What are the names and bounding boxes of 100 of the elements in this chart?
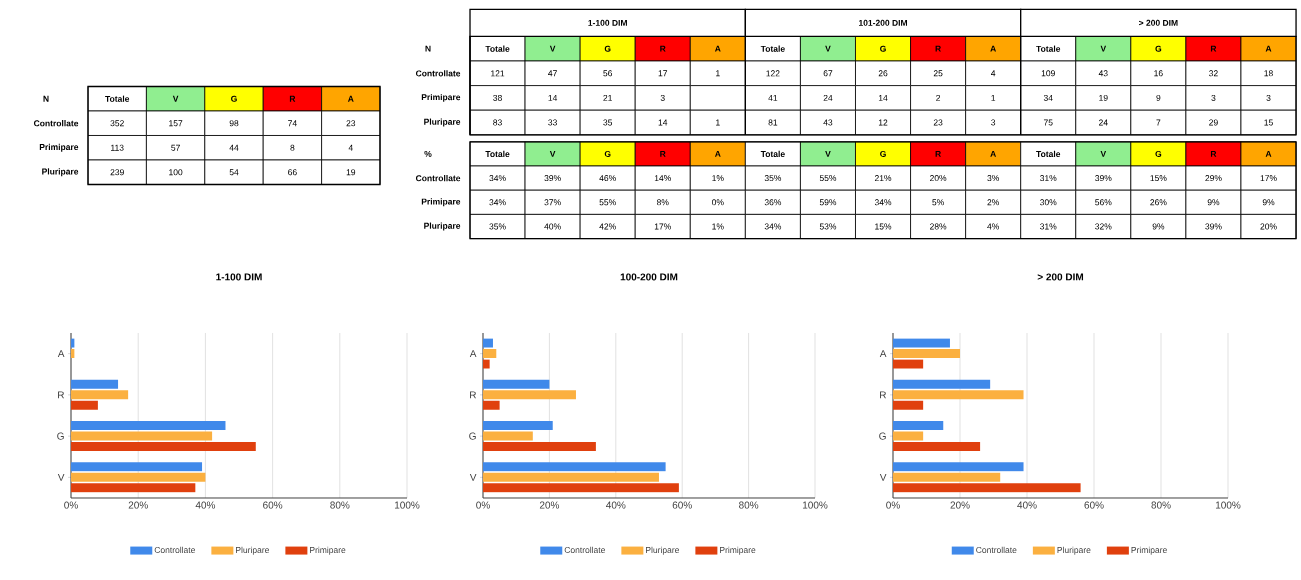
data-label: 26% xyxy=(1150,199,1167,206)
x-tick-label: Totale xyxy=(1036,45,1061,52)
data-label: 40% xyxy=(544,223,561,230)
y-tick-label: Controllate xyxy=(33,120,79,127)
x-tick-label: G xyxy=(231,95,237,102)
data-label: 54 xyxy=(229,169,239,176)
data-label: 24 xyxy=(1099,119,1108,126)
bar xyxy=(893,390,1024,400)
y-tick-label: Pluripare xyxy=(42,168,79,177)
bar xyxy=(71,421,226,431)
data-label: 14 xyxy=(658,119,668,126)
data-label: 35% xyxy=(489,223,506,230)
x-tick-label: 40% xyxy=(1017,501,1037,509)
bar xyxy=(893,400,924,410)
data-label: 14 xyxy=(878,94,888,101)
data-label: 32% xyxy=(1095,223,1112,230)
x-tick-label: 0% xyxy=(476,501,490,509)
data-label: 23 xyxy=(933,119,943,126)
data-label: 56 xyxy=(603,70,613,77)
x-tick-label: R xyxy=(289,95,296,102)
data-label: 17% xyxy=(1260,175,1277,182)
y-axis-title: N xyxy=(43,95,49,102)
x-tick-label: 80% xyxy=(1151,501,1171,509)
bar xyxy=(71,472,206,482)
legend-label: Controllate xyxy=(154,546,195,553)
x-tick-label: Totale xyxy=(485,150,510,158)
data-label: 19 xyxy=(346,169,356,176)
bar xyxy=(893,431,924,441)
x-tick-label: 0% xyxy=(886,501,900,509)
data-label: 67 xyxy=(823,70,833,77)
data-label: 66 xyxy=(288,169,297,176)
legend-label: Primipare xyxy=(310,546,346,555)
bar xyxy=(893,421,944,431)
data-label: 34 xyxy=(1043,94,1053,101)
data-label: 24 xyxy=(823,94,833,101)
bar xyxy=(71,390,129,400)
chart-title: 1-100 DIM xyxy=(216,273,262,281)
x-tick-label: V xyxy=(825,45,831,52)
data-label: 43 xyxy=(1098,70,1108,77)
data-label: 8% xyxy=(656,199,669,206)
y-tick-label: V xyxy=(879,473,887,481)
data-label: 31% xyxy=(1040,175,1057,182)
data-label: 75 xyxy=(1043,119,1053,126)
data-label: 26 xyxy=(878,70,888,77)
x-tick-label: Totale xyxy=(760,150,785,158)
y-tick-label: Primipare xyxy=(39,143,79,152)
bar xyxy=(893,379,991,389)
y-tick-label: V xyxy=(57,473,65,481)
data-label: 33 xyxy=(548,119,557,126)
data-label: 39% xyxy=(1095,175,1112,182)
data-label: 47 xyxy=(548,70,557,77)
x-tick-label: R xyxy=(935,150,941,157)
y-tick-label: G xyxy=(469,432,476,440)
y-tick-label: A xyxy=(469,350,477,358)
bar xyxy=(483,421,553,431)
data-label: 56% xyxy=(1095,199,1112,206)
x-tick-label: G xyxy=(604,45,611,52)
data-label: 109 xyxy=(1041,70,1055,77)
data-label: 20% xyxy=(930,175,947,182)
y-tick-label: Pluripare xyxy=(424,222,461,231)
data-label: 17 xyxy=(658,70,668,77)
data-label: 21 xyxy=(603,94,612,101)
bar xyxy=(483,462,666,472)
data-label: 74 xyxy=(288,120,297,127)
data-label: 83 xyxy=(493,119,502,126)
x-tick-label: V xyxy=(549,150,556,157)
data-label: 100 xyxy=(169,169,183,176)
data-label: 1% xyxy=(712,223,724,230)
data-label: 7 xyxy=(1156,119,1161,126)
bar xyxy=(71,442,256,452)
data-label: 14% xyxy=(654,175,671,182)
bar xyxy=(483,472,659,482)
y-tick-label: R xyxy=(58,391,65,399)
data-label: 15 xyxy=(1264,119,1273,126)
text: 1-100 DIM xyxy=(588,19,627,26)
legend-label: Controllate xyxy=(564,546,605,553)
x-tick-label: V xyxy=(549,45,556,52)
data-label: 157 xyxy=(169,120,183,127)
bar xyxy=(893,462,1024,472)
data-label: 3% xyxy=(987,175,1000,182)
bar xyxy=(483,338,493,348)
x-tick-label: A xyxy=(1265,150,1272,157)
data-label: 35% xyxy=(764,175,782,182)
x-tick-label: Totale xyxy=(485,45,510,52)
x-tick-label: A xyxy=(714,150,721,157)
legend-label: Primipare xyxy=(1131,546,1167,555)
x-tick-label: V xyxy=(1100,45,1107,52)
data-label: 39% xyxy=(1205,223,1222,230)
data-label: 30% xyxy=(1040,199,1057,206)
data-label: 3 xyxy=(1266,94,1271,101)
x-tick-label: 100% xyxy=(1215,501,1241,509)
bar xyxy=(893,483,1081,493)
data-label: 15% xyxy=(1150,175,1167,182)
data-label: 35 xyxy=(603,119,613,126)
bar xyxy=(893,442,981,452)
data-label: 55% xyxy=(599,199,616,206)
y-axis-title: % xyxy=(424,150,432,157)
data-label: 28% xyxy=(930,223,947,230)
x-tick-label: A xyxy=(347,95,354,102)
y-tick-label: A xyxy=(879,350,887,358)
